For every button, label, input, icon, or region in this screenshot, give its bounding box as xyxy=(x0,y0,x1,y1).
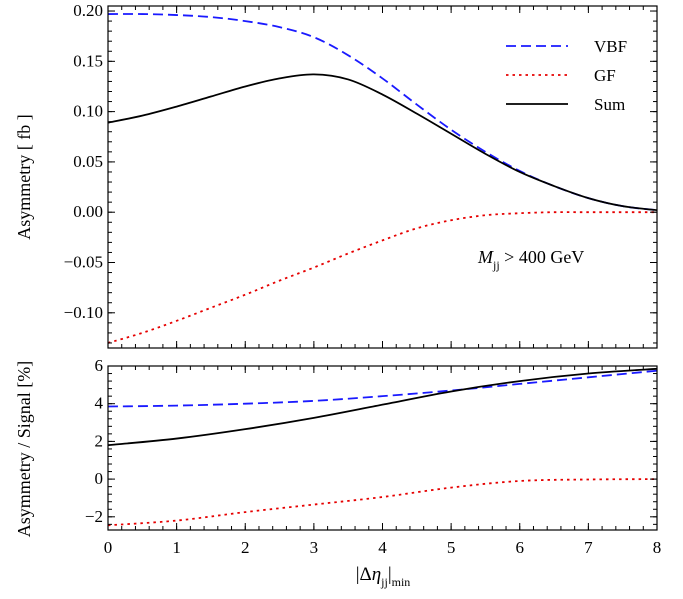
x-axis-label-eta: η xyxy=(372,564,381,585)
y-tick-label: −0.10 xyxy=(64,303,103,322)
x-tick-label: 7 xyxy=(584,538,593,557)
annotation-variable: M xyxy=(477,247,494,267)
x-tick-label: 4 xyxy=(378,538,387,557)
annotation-condition: > 400 GeV xyxy=(500,247,585,267)
y-tick-label: 0.05 xyxy=(73,152,103,171)
x-axis-label-bar-right: | xyxy=(388,564,392,585)
legend-label-gf: GF xyxy=(594,66,616,85)
y-tick-label: −0.05 xyxy=(64,253,103,272)
annotation-subscript: jj xyxy=(492,258,500,272)
y-tick-label: 4 xyxy=(95,394,104,413)
x-tick-label: 6 xyxy=(516,538,525,557)
y-tick-label: 0 xyxy=(95,469,104,488)
x-tick-label: 2 xyxy=(241,538,250,557)
legend: VBF GF Sum xyxy=(506,37,627,114)
bottom-series-group xyxy=(107,367,658,527)
series-line-vbf xyxy=(107,369,658,408)
x-axis-label-bar-left: | xyxy=(356,564,360,585)
series-line-sum xyxy=(107,367,658,447)
x-tick-label: 0 xyxy=(104,538,113,557)
x-axis-label-min: min xyxy=(392,575,411,589)
y-tick-label: 2 xyxy=(95,431,104,450)
y-tick-label: 6 xyxy=(95,356,104,375)
top-panel: −0.10 −0.05 0.00 0.05 0.10 0.15 0.20 Asymmetry… xyxy=(14,1,658,349)
legend-label-sum: Sum xyxy=(594,95,625,114)
y-tick-label: 0.15 xyxy=(73,51,103,70)
top-y-axis-label: Asymmetry [ fb ] xyxy=(14,114,34,239)
y-tick-label: 0.20 xyxy=(73,1,103,20)
x-axis-label-jj: jj xyxy=(380,575,388,589)
series-line-vbf xyxy=(107,13,658,212)
y-tick-label: 0.10 xyxy=(73,102,103,121)
series-line-gf xyxy=(107,211,657,344)
x-axis-label-delta: Δ xyxy=(360,564,372,585)
legend-label-vbf: VBF xyxy=(594,37,627,56)
y-tick-label: 0.00 xyxy=(73,202,103,221)
mass-cut-annotation: Mjj > 400 GeV xyxy=(477,247,584,272)
top-plot-frame xyxy=(107,5,658,349)
x-tick-label: 3 xyxy=(310,538,319,557)
bottom-y-axis-label: Asymmetry / Signal [%] xyxy=(14,361,34,537)
series-line-gf xyxy=(107,478,658,527)
top-series-group xyxy=(107,13,658,344)
x-tick-label: 8 xyxy=(653,538,662,557)
y-tick-label: −2 xyxy=(85,507,103,526)
x-tick-label: 5 xyxy=(447,538,456,557)
x-tick-label: 1 xyxy=(172,538,181,557)
series-line-sum xyxy=(107,73,658,212)
bottom-plot-frame xyxy=(107,365,658,531)
x-axis-label: |Δηjj|min xyxy=(356,564,411,589)
